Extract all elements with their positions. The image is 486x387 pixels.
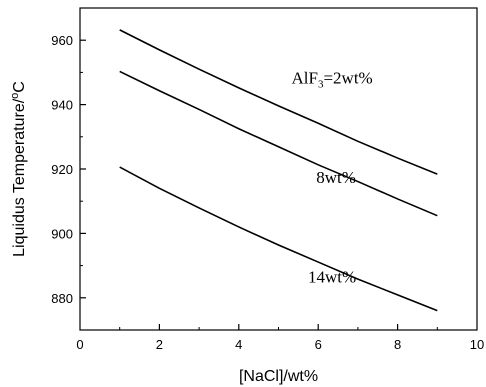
y-tick-label: 920 (51, 162, 73, 177)
plot-frame (79, 7, 478, 331)
x-tick-label: 8 (394, 337, 401, 352)
y-tick-label: 880 (51, 291, 73, 306)
y-axis-ticks: 880 900 920 940 960 (51, 33, 86, 306)
series-line-2 (119, 70, 438, 217)
y-axis-title-unit: C (11, 81, 28, 93)
x-tick-label: 2 (156, 337, 163, 352)
y-axis-title: Liquidus Temperature/oC (9, 81, 28, 257)
series-line-3 (119, 166, 438, 312)
y-tick-label: 960 (51, 33, 73, 48)
x-tick-label: 6 (315, 337, 322, 352)
x-axis-title: [NaCl]/wt% (239, 368, 318, 385)
series-annotation-1: AlF3=2wt% (291, 69, 372, 91)
x-tick-label: 0 (76, 337, 83, 352)
series-line-1 (119, 29, 438, 175)
y-tick-label: 940 (51, 98, 73, 113)
x-axis-ticks: 0 2 4 6 8 10 (76, 324, 484, 352)
y-axis-title-text: Liquidus Temperature/ (11, 98, 28, 257)
series-annotations: AlF3=2wt% 8wt% 14wt% (291, 69, 372, 287)
y-tick-label: 900 (51, 226, 73, 241)
series-annotation-3: 14wt% (308, 267, 356, 286)
series-annotation-2: 8wt% (316, 168, 356, 187)
y-axis-title-degree: o (9, 93, 21, 99)
x-tick-label: 10 (470, 337, 484, 352)
series-lines (119, 29, 438, 312)
x-tick-label: 4 (235, 337, 242, 352)
